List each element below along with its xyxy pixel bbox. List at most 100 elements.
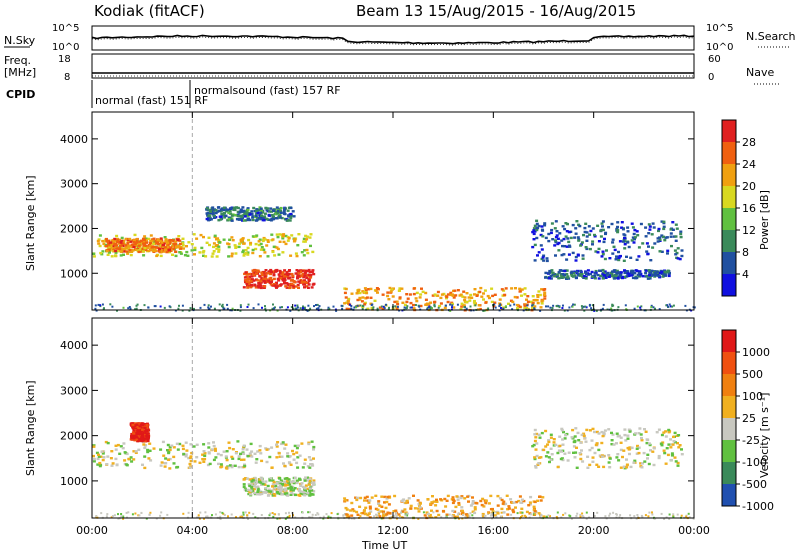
xtick-label: 04:00 (176, 524, 208, 537)
velocity-echo-pixel (458, 517, 460, 520)
velocity-echo-pixel (579, 441, 583, 444)
velocity-echo-pixel (317, 513, 320, 516)
velocity-echo-pixel (378, 512, 381, 515)
power-echo-pixel (539, 309, 542, 312)
velocity-echo-pixel (211, 448, 214, 451)
power-echo-pixel (623, 269, 626, 272)
power-echo-pixel (539, 233, 543, 237)
power-echo-pixel (202, 235, 205, 239)
power-echo-pixel (281, 251, 285, 254)
velocity-echo-pixel (345, 516, 348, 519)
velocity-echo-pixel (137, 429, 141, 432)
velocity-echo-pixel (237, 455, 241, 458)
power-echo-pixel (297, 280, 301, 283)
velocity-echo-pixel (417, 510, 421, 513)
velocity-echo-pixel (96, 463, 100, 466)
velocity-echo-pixel (567, 451, 571, 454)
velocity-echo-pixel (544, 455, 548, 458)
velocity-echo-pixel (451, 509, 455, 513)
velocity-echo-pixel (537, 512, 541, 515)
power-echo-pixel (383, 307, 386, 310)
velocity-echo-pixel (532, 505, 536, 508)
velocity-echo-pixel (482, 505, 486, 508)
power-echo-pixel (660, 270, 664, 274)
velocity-echo-region (92, 440, 316, 470)
velocity-echo-pixel (148, 449, 152, 452)
power-echo-pixel (113, 242, 116, 245)
velocity-echo-pixel (615, 456, 619, 459)
velocity-echo-pixel (214, 449, 217, 452)
power-echo-pixel (490, 300, 494, 304)
velocity-echo-pixel (219, 453, 223, 457)
velocity-echo-pixel (285, 480, 289, 483)
velocity-echo-pixel (383, 501, 386, 504)
velocity-echo-pixel (138, 422, 142, 425)
velocity-echo-pixel (535, 454, 539, 458)
velocity-echo-pixel (666, 453, 670, 457)
velocity-echo-pixel (460, 512, 464, 516)
power-echo-pixel (549, 274, 553, 278)
power-echo-pixel (661, 272, 665, 275)
power-echo-pixel (482, 309, 485, 312)
power-echo-pixel (190, 249, 194, 252)
velocity-echo-pixel (673, 431, 677, 435)
velocity-echo-pixel (657, 454, 661, 458)
power-echo-pixel (297, 286, 300, 289)
power-echo-pixel (556, 237, 560, 240)
power-echo-pixel (260, 246, 264, 249)
power-echo-pixel (426, 302, 429, 305)
power-echo-pixel (151, 249, 155, 252)
power-echo-pixel (251, 216, 255, 219)
power-echo-pixel (273, 283, 277, 286)
velocity-echo-pixel (536, 499, 540, 502)
power-echo-pixel (523, 293, 527, 296)
velocity-echo-pixel (144, 431, 148, 435)
velocity-echo-pixel (489, 514, 492, 517)
velocity-echo-pixel (490, 512, 493, 515)
power-echo-pixel (223, 216, 227, 219)
velocity-echo-pixel (267, 488, 271, 491)
power-echo-pixel (590, 270, 594, 274)
power-echo-pixel (229, 212, 233, 215)
power-echo-pixel (150, 238, 154, 241)
velocity-echo-pixel (534, 513, 537, 516)
velocity-echo-pixel (312, 490, 316, 493)
velocity-echo-pixel (574, 427, 578, 430)
power-echo-pixel (302, 276, 306, 279)
velocity-echo-pixel (647, 515, 650, 518)
power-echo-pixel (117, 242, 121, 245)
velocity-echo-pixel (547, 514, 550, 517)
power-echo-pixel (602, 303, 605, 306)
velocity-echo-pixel (97, 453, 100, 456)
velocity-echo-pixel (243, 464, 247, 468)
power-echo-pixel (515, 303, 519, 307)
velocity-echo-pixel (363, 499, 366, 502)
power-echo-pixel (294, 285, 298, 288)
velocity-cbar-tick-label: 500 (742, 368, 763, 381)
power-echo-pixel (125, 246, 129, 249)
power-echo-pixel (462, 304, 466, 307)
velocity-echo-pixel (575, 466, 579, 469)
velocity-echo-pixel (258, 444, 262, 448)
power-echo-pixel (303, 279, 307, 282)
power-echo-pixel (561, 269, 565, 272)
velocity-echo-pixel (240, 514, 243, 517)
power-echo-pixel (161, 249, 165, 252)
power-echo-pixel (373, 299, 377, 302)
power-echo-pixel (398, 296, 402, 299)
power-echo-pixel (304, 270, 308, 273)
velocity-echo-pixel (468, 515, 471, 518)
velocity-echo-pixel (481, 497, 485, 501)
velocity-echo-pixel (393, 516, 396, 519)
velocity-echo-pixel (312, 457, 315, 460)
velocity-echo-pixel (239, 515, 242, 518)
velocity-echo-pixel (533, 513, 535, 516)
power-echo-pixel (277, 215, 281, 218)
power-echo-pixel (174, 245, 178, 248)
velocity-echo-pixel (434, 504, 438, 507)
power-echo-pixel (297, 269, 300, 273)
velocity-echo-pixel (204, 511, 207, 514)
velocity-echo-pixel (132, 450, 136, 453)
velocity-echo-pixel (570, 517, 573, 520)
velocity-echo-pixel (248, 511, 251, 514)
